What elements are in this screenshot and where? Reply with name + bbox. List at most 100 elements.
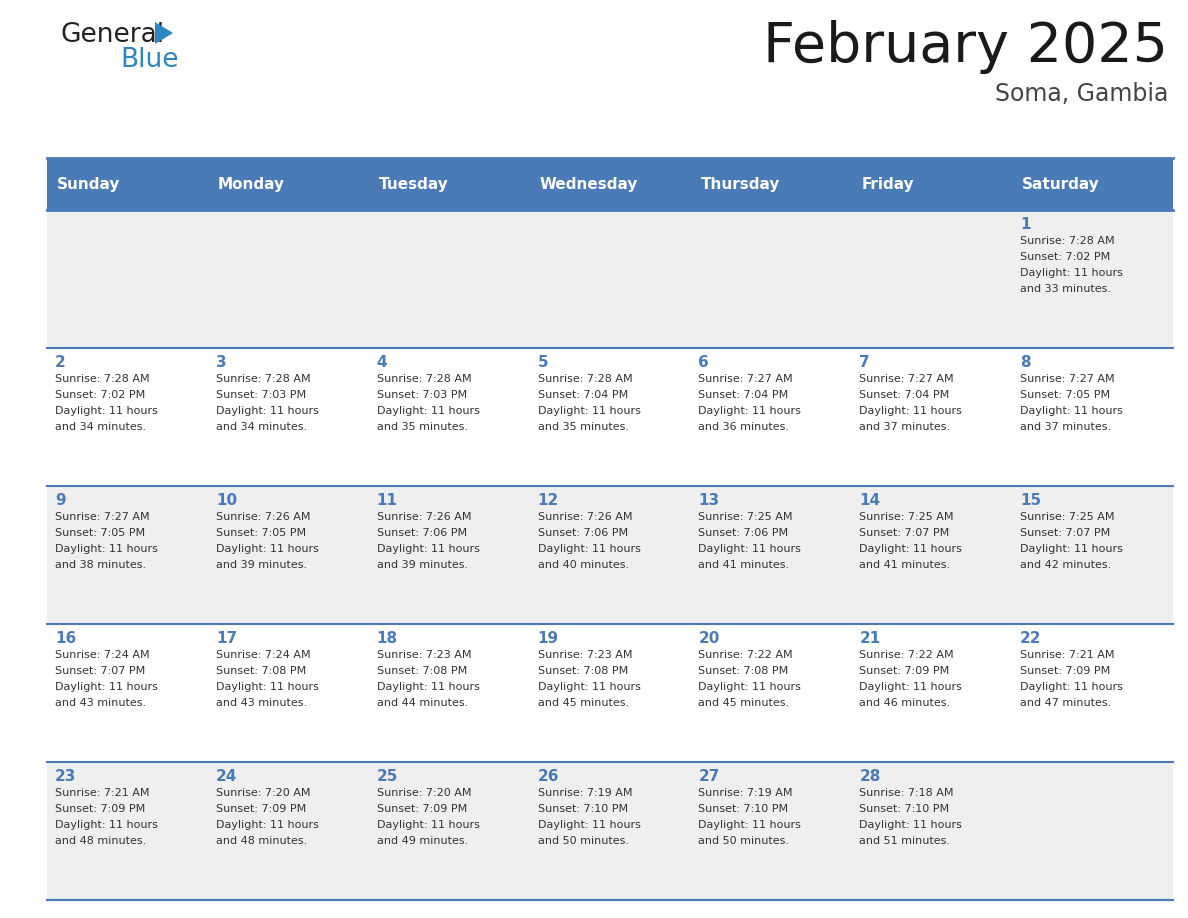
Text: 5: 5: [538, 355, 548, 370]
Text: Daylight: 11 hours: Daylight: 11 hours: [55, 544, 158, 554]
Text: Daylight: 11 hours: Daylight: 11 hours: [859, 544, 962, 554]
Text: Sunset: 7:03 PM: Sunset: 7:03 PM: [377, 390, 467, 400]
Text: 17: 17: [216, 631, 236, 646]
Text: Daylight: 11 hours: Daylight: 11 hours: [216, 820, 318, 830]
Text: Sunrise: 7:25 AM: Sunrise: 7:25 AM: [859, 512, 954, 522]
Text: 26: 26: [538, 769, 560, 784]
Text: Saturday: Saturday: [1022, 176, 1100, 192]
Bar: [208, 158, 368, 210]
Text: Daylight: 11 hours: Daylight: 11 hours: [377, 682, 480, 692]
Text: General: General: [61, 22, 164, 48]
Text: 11: 11: [377, 493, 398, 508]
Text: Sunset: 7:09 PM: Sunset: 7:09 PM: [377, 804, 467, 814]
Text: Daylight: 11 hours: Daylight: 11 hours: [377, 406, 480, 416]
Bar: [852, 158, 1012, 210]
Text: and 33 minutes.: and 33 minutes.: [1020, 284, 1111, 294]
Bar: [530, 158, 690, 210]
Text: and 36 minutes.: and 36 minutes.: [699, 422, 790, 432]
Text: 13: 13: [699, 493, 720, 508]
Text: Sunset: 7:09 PM: Sunset: 7:09 PM: [216, 804, 307, 814]
Text: Daylight: 11 hours: Daylight: 11 hours: [55, 682, 158, 692]
Text: Daylight: 11 hours: Daylight: 11 hours: [377, 544, 480, 554]
Text: Daylight: 11 hours: Daylight: 11 hours: [216, 682, 318, 692]
Text: 7: 7: [859, 355, 870, 370]
Text: 12: 12: [538, 493, 558, 508]
Text: Sunrise: 7:27 AM: Sunrise: 7:27 AM: [699, 374, 794, 384]
Polygon shape: [154, 22, 173, 44]
Text: and 35 minutes.: and 35 minutes.: [377, 422, 468, 432]
Text: and 46 minutes.: and 46 minutes.: [859, 698, 950, 708]
Text: Sunset: 7:10 PM: Sunset: 7:10 PM: [538, 804, 627, 814]
Bar: [48, 486, 1173, 624]
Text: Sunrise: 7:20 AM: Sunrise: 7:20 AM: [377, 788, 472, 798]
Text: and 45 minutes.: and 45 minutes.: [538, 698, 628, 708]
Text: and 41 minutes.: and 41 minutes.: [699, 560, 790, 570]
Text: and 37 minutes.: and 37 minutes.: [859, 422, 950, 432]
Text: Thursday: Thursday: [701, 176, 779, 192]
Text: Sunrise: 7:24 AM: Sunrise: 7:24 AM: [55, 650, 150, 660]
Text: Daylight: 11 hours: Daylight: 11 hours: [55, 820, 158, 830]
Text: Sunset: 7:08 PM: Sunset: 7:08 PM: [699, 666, 789, 676]
Text: Daylight: 11 hours: Daylight: 11 hours: [1020, 682, 1123, 692]
Text: Daylight: 11 hours: Daylight: 11 hours: [699, 406, 801, 416]
Text: and 43 minutes.: and 43 minutes.: [55, 698, 146, 708]
Text: Daylight: 11 hours: Daylight: 11 hours: [538, 682, 640, 692]
Text: 2: 2: [55, 355, 65, 370]
Text: Sunrise: 7:26 AM: Sunrise: 7:26 AM: [377, 512, 472, 522]
Text: Soma, Gambia: Soma, Gambia: [994, 82, 1168, 106]
Text: Sunrise: 7:24 AM: Sunrise: 7:24 AM: [216, 650, 310, 660]
Text: Daylight: 11 hours: Daylight: 11 hours: [377, 820, 480, 830]
Bar: [1012, 158, 1173, 210]
Text: Sunrise: 7:21 AM: Sunrise: 7:21 AM: [55, 788, 150, 798]
Text: Sunset: 7:02 PM: Sunset: 7:02 PM: [55, 390, 145, 400]
Text: Sunrise: 7:25 AM: Sunrise: 7:25 AM: [1020, 512, 1114, 522]
Text: and 50 minutes.: and 50 minutes.: [699, 836, 790, 846]
Text: Sunrise: 7:23 AM: Sunrise: 7:23 AM: [377, 650, 472, 660]
Text: Sunday: Sunday: [57, 176, 120, 192]
Text: 27: 27: [699, 769, 720, 784]
Text: Monday: Monday: [217, 176, 285, 192]
Text: 20: 20: [699, 631, 720, 646]
Text: Daylight: 11 hours: Daylight: 11 hours: [1020, 544, 1123, 554]
Text: Sunrise: 7:26 AM: Sunrise: 7:26 AM: [216, 512, 310, 522]
Text: Daylight: 11 hours: Daylight: 11 hours: [699, 820, 801, 830]
Text: 14: 14: [859, 493, 880, 508]
Text: and 49 minutes.: and 49 minutes.: [377, 836, 468, 846]
Text: 21: 21: [859, 631, 880, 646]
Text: and 47 minutes.: and 47 minutes.: [1020, 698, 1112, 708]
Text: Sunset: 7:05 PM: Sunset: 7:05 PM: [55, 528, 145, 538]
Text: and 51 minutes.: and 51 minutes.: [859, 836, 950, 846]
Text: Sunset: 7:09 PM: Sunset: 7:09 PM: [859, 666, 949, 676]
Text: 18: 18: [377, 631, 398, 646]
Text: Sunset: 7:05 PM: Sunset: 7:05 PM: [1020, 390, 1111, 400]
Text: 16: 16: [55, 631, 76, 646]
Text: Daylight: 11 hours: Daylight: 11 hours: [699, 544, 801, 554]
Text: and 50 minutes.: and 50 minutes.: [538, 836, 628, 846]
Text: and 38 minutes.: and 38 minutes.: [55, 560, 146, 570]
Text: Sunrise: 7:22 AM: Sunrise: 7:22 AM: [859, 650, 954, 660]
Text: Sunset: 7:06 PM: Sunset: 7:06 PM: [538, 528, 627, 538]
Text: 28: 28: [859, 769, 880, 784]
Text: Blue: Blue: [120, 47, 178, 73]
Text: Sunrise: 7:26 AM: Sunrise: 7:26 AM: [538, 512, 632, 522]
Text: 1: 1: [1020, 217, 1031, 232]
Text: Sunrise: 7:21 AM: Sunrise: 7:21 AM: [1020, 650, 1114, 660]
Text: and 48 minutes.: and 48 minutes.: [55, 836, 146, 846]
Text: Sunset: 7:07 PM: Sunset: 7:07 PM: [859, 528, 949, 538]
Text: Sunset: 7:04 PM: Sunset: 7:04 PM: [859, 390, 949, 400]
Bar: [48, 348, 1173, 486]
Text: Sunset: 7:04 PM: Sunset: 7:04 PM: [699, 390, 789, 400]
Text: Daylight: 11 hours: Daylight: 11 hours: [699, 682, 801, 692]
Text: Sunrise: 7:28 AM: Sunrise: 7:28 AM: [377, 374, 472, 384]
Text: 9: 9: [55, 493, 65, 508]
Text: and 48 minutes.: and 48 minutes.: [216, 836, 308, 846]
Text: Daylight: 11 hours: Daylight: 11 hours: [538, 544, 640, 554]
Text: Sunrise: 7:19 AM: Sunrise: 7:19 AM: [699, 788, 792, 798]
Text: Daylight: 11 hours: Daylight: 11 hours: [1020, 268, 1123, 278]
Text: and 41 minutes.: and 41 minutes.: [859, 560, 950, 570]
Text: Sunrise: 7:27 AM: Sunrise: 7:27 AM: [1020, 374, 1114, 384]
Text: Daylight: 11 hours: Daylight: 11 hours: [216, 406, 318, 416]
Text: Sunset: 7:03 PM: Sunset: 7:03 PM: [216, 390, 307, 400]
Text: and 39 minutes.: and 39 minutes.: [377, 560, 468, 570]
Text: Sunrise: 7:19 AM: Sunrise: 7:19 AM: [538, 788, 632, 798]
